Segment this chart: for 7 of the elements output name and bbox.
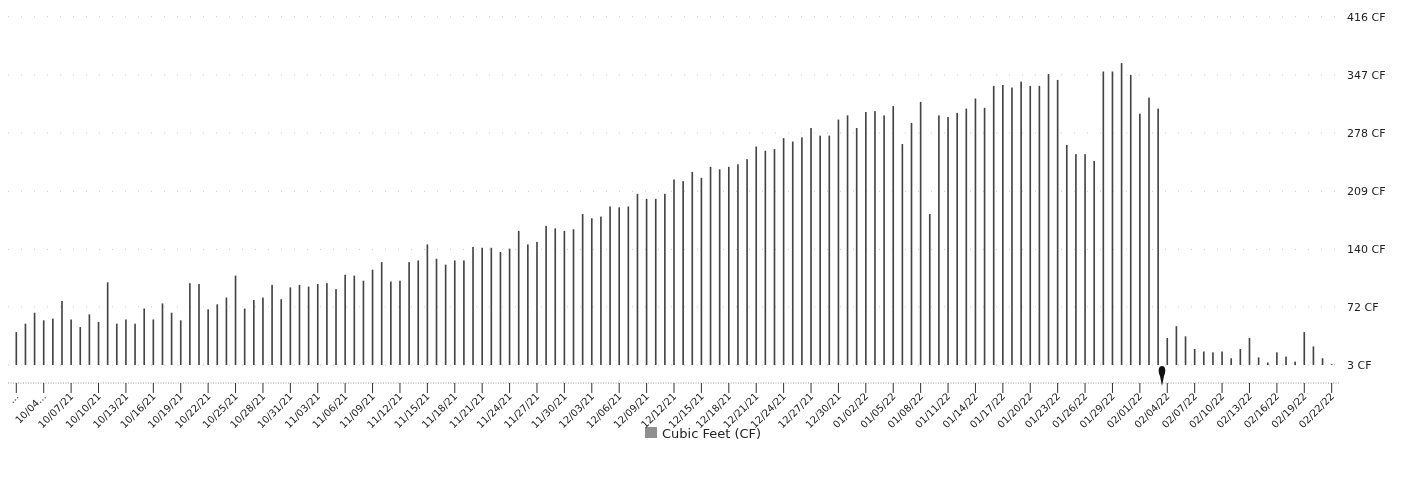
y-tick-label: 347 CF [1347, 68, 1386, 82]
y-tick-label: 209 CF [1347, 185, 1386, 199]
y-tick-label: 72 CF [1347, 300, 1379, 314]
y-tick-label: 3 CF [1347, 358, 1372, 372]
y-tick-label: 278 CF [1347, 126, 1386, 140]
y-tick-label: 140 CF [1347, 243, 1386, 257]
y-tick-label: 416 CF [1347, 10, 1386, 24]
